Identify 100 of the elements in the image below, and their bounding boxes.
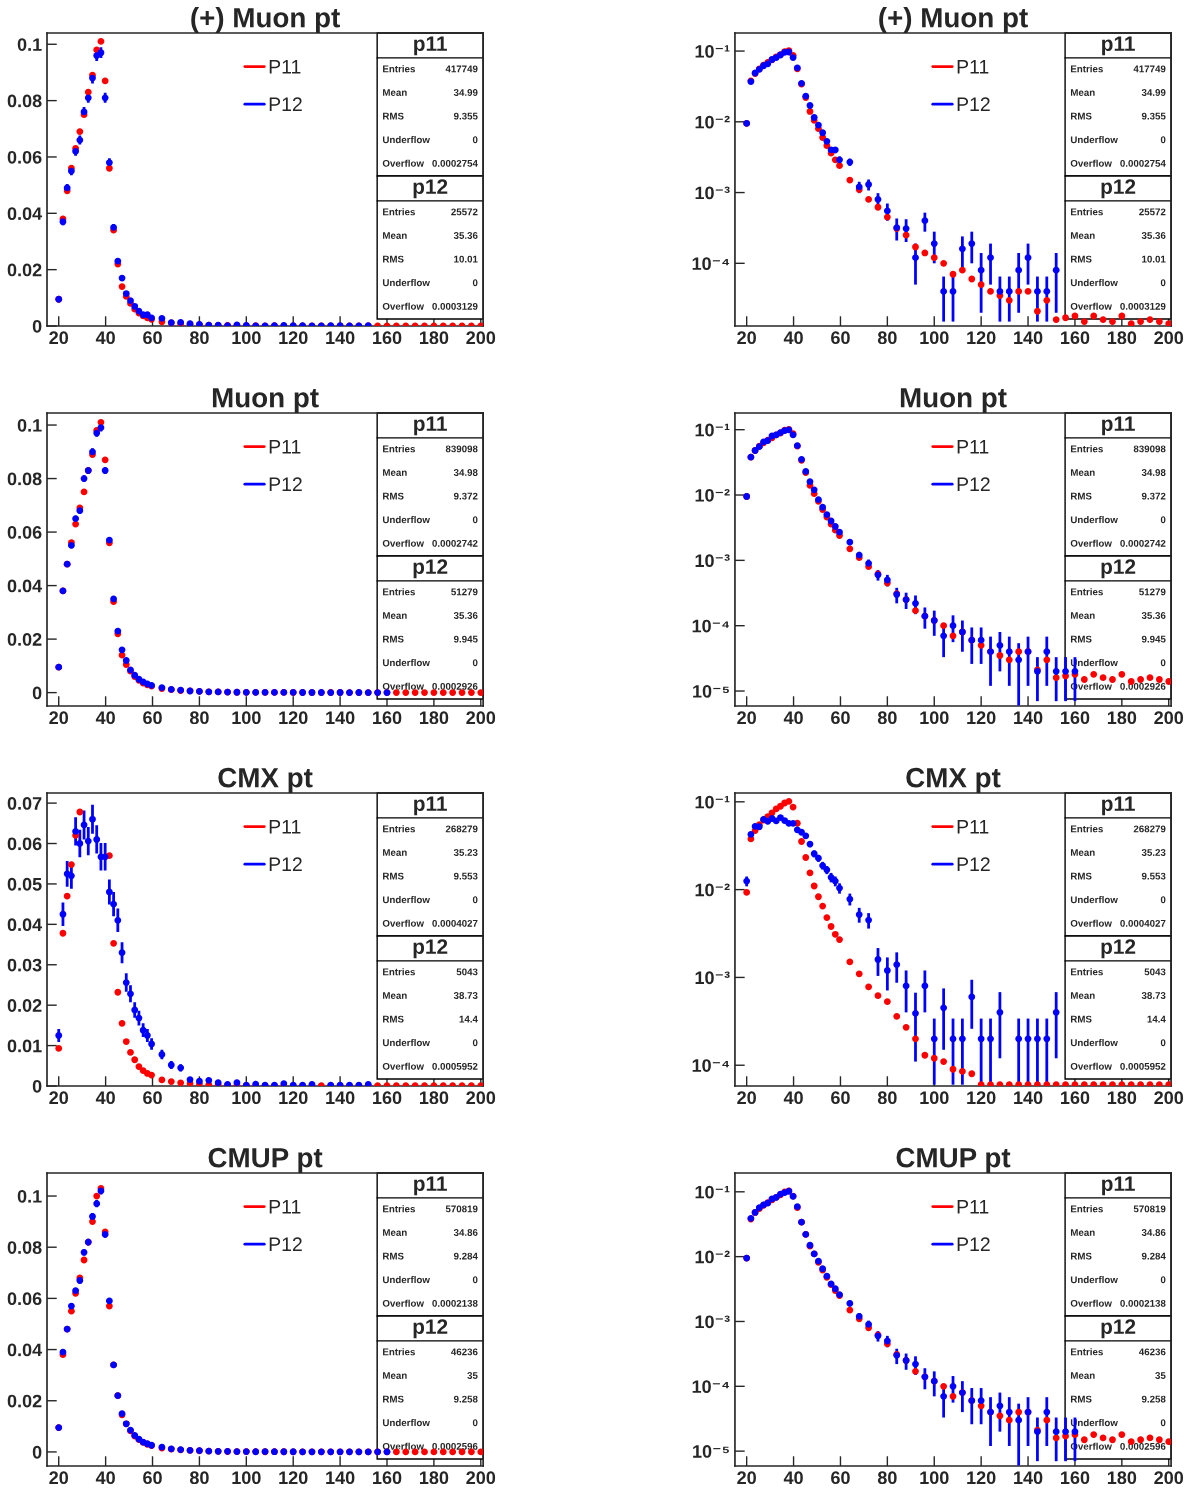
x-tick-label: 160	[1061, 711, 1090, 725]
x-tick-label: 20	[49, 1091, 69, 1105]
x-tick-label: 20	[49, 1471, 69, 1485]
x-tick-label: 60	[831, 1471, 850, 1485]
y-tick-label: 0.08	[7, 472, 42, 486]
y-tick-label: 0.03	[7, 958, 42, 972]
annotation: Mean	[1070, 612, 1095, 619]
annotation: 9.258	[453, 1395, 478, 1403]
annotation: 0	[472, 896, 478, 904]
legend-label: P12	[957, 857, 990, 871]
y-tick-label: 0.02	[7, 999, 42, 1012]
annotation: Mean	[383, 469, 407, 476]
annotation: 9.284	[453, 1252, 478, 1260]
y-tick-label: 10⁻¹	[695, 1185, 730, 1199]
annotation: Entries	[1070, 208, 1103, 216]
annotation: 0	[1160, 1419, 1166, 1427]
annotation: Underflow	[382, 1039, 430, 1047]
y-tick-label: 0.1	[17, 38, 42, 51]
annotation: 0.0002926	[432, 682, 478, 690]
y-tick-label: 10⁻¹	[695, 423, 730, 437]
annotation: Underflow	[1070, 279, 1118, 287]
annotation: Entries	[1070, 1205, 1103, 1213]
annotation: Entries	[383, 968, 415, 976]
annotation: Underflow	[1070, 1276, 1118, 1284]
annotation: 0.0004027	[1120, 919, 1166, 927]
y-tick-label: 10⁻⁴	[692, 1380, 730, 1394]
annotation: 0.0002926	[1120, 682, 1166, 690]
legend-label: P11	[957, 820, 989, 834]
legend-label: P12	[957, 477, 990, 491]
annotation: 0.0002596	[1120, 1442, 1166, 1450]
x-tick-label: 180	[419, 1471, 449, 1485]
annotation: 0	[472, 136, 478, 144]
y-tick-label: 0.1	[17, 418, 42, 432]
annotation: p12	[413, 179, 448, 199]
annotation: RMS	[1070, 635, 1092, 643]
y-tick-label: 10⁻¹	[695, 795, 730, 809]
legend-label: P11	[269, 820, 301, 834]
y-tick-label: 0.02	[7, 633, 42, 646]
y-tick-label: 0.1	[17, 1189, 42, 1203]
annotation: p11	[1102, 1176, 1135, 1196]
y-tick-label: 0.02	[7, 1394, 42, 1408]
x-tick-label: 60	[143, 1471, 162, 1485]
annotation: Overflow	[1070, 1062, 1112, 1070]
chart-title: Muon pt	[212, 388, 319, 413]
annotation: p11	[1102, 36, 1135, 56]
annotation: RMS	[1070, 1395, 1092, 1403]
annotation: Underflow	[1070, 896, 1118, 904]
y-tick-label: 0.04	[7, 207, 43, 221]
annotation: 0	[472, 516, 478, 524]
annotation: Overflow	[1070, 919, 1112, 927]
y-tick-label: 0	[32, 1079, 42, 1093]
chart-title: CMX pt	[218, 767, 313, 793]
annotation: Underflow	[1070, 1039, 1118, 1047]
annotation: 35.36	[453, 612, 478, 619]
y-tick-label: 0.01	[7, 1039, 42, 1053]
annotation: Overflow	[1070, 302, 1112, 310]
annotation: Mean	[383, 612, 407, 619]
annotation: Entries	[1070, 588, 1103, 596]
annotation: Mean	[383, 849, 407, 856]
annotation: 839098	[1133, 445, 1166, 453]
annotation: 25572	[451, 208, 478, 216]
annotation: Entries	[383, 445, 415, 453]
x-tick-label: 100	[232, 1471, 261, 1485]
annotation: Mean	[1070, 1229, 1095, 1236]
x-tick-label: 80	[877, 331, 897, 345]
x-tick-label: 200	[466, 1091, 496, 1105]
annotation: RMS	[1070, 492, 1092, 500]
annotation: p12	[413, 1319, 448, 1339]
annotation: 0.0003129	[432, 302, 478, 310]
x-tick-label: 100	[232, 331, 261, 345]
annotation: Mean	[1070, 1372, 1095, 1379]
annotation: 51279	[451, 588, 478, 596]
x-tick-label: 140	[326, 1471, 355, 1485]
legend-label: P11	[957, 1200, 989, 1214]
annotation: 0	[1160, 896, 1166, 904]
x-tick-label: 100	[920, 1471, 949, 1485]
annotation: RMS	[383, 1015, 404, 1023]
annotation: 9.945	[1141, 635, 1166, 643]
annotation: Mean	[1070, 849, 1095, 856]
x-tick-label: 180	[1107, 1091, 1137, 1105]
annotation: 34.86	[453, 1229, 478, 1236]
annotation: 0	[472, 1419, 478, 1427]
y-tick-label: 10⁻²	[695, 883, 730, 897]
annotation: 0	[1160, 136, 1166, 144]
annotation: p12	[413, 939, 448, 959]
legend-label: P12	[269, 1237, 302, 1251]
x-tick-label: 180	[419, 711, 449, 725]
legend-label: P11	[957, 440, 989, 454]
x-tick-label: 160	[1061, 1471, 1090, 1485]
chart-title: CMUP pt	[896, 1147, 1011, 1173]
x-tick-label: 120	[279, 1471, 308, 1485]
annotation: Overflow	[382, 302, 425, 310]
legend-label: P12	[957, 97, 990, 111]
x-tick-label: 200	[1154, 711, 1184, 725]
annotation: Entries	[383, 65, 415, 73]
annotation: 0	[1160, 1276, 1166, 1284]
y-tick-label: 0.04	[7, 918, 43, 932]
x-tick-label: 40	[783, 1471, 803, 1485]
x-tick-label: 60	[143, 331, 162, 345]
y-tick-label: 10⁻³	[695, 554, 730, 568]
